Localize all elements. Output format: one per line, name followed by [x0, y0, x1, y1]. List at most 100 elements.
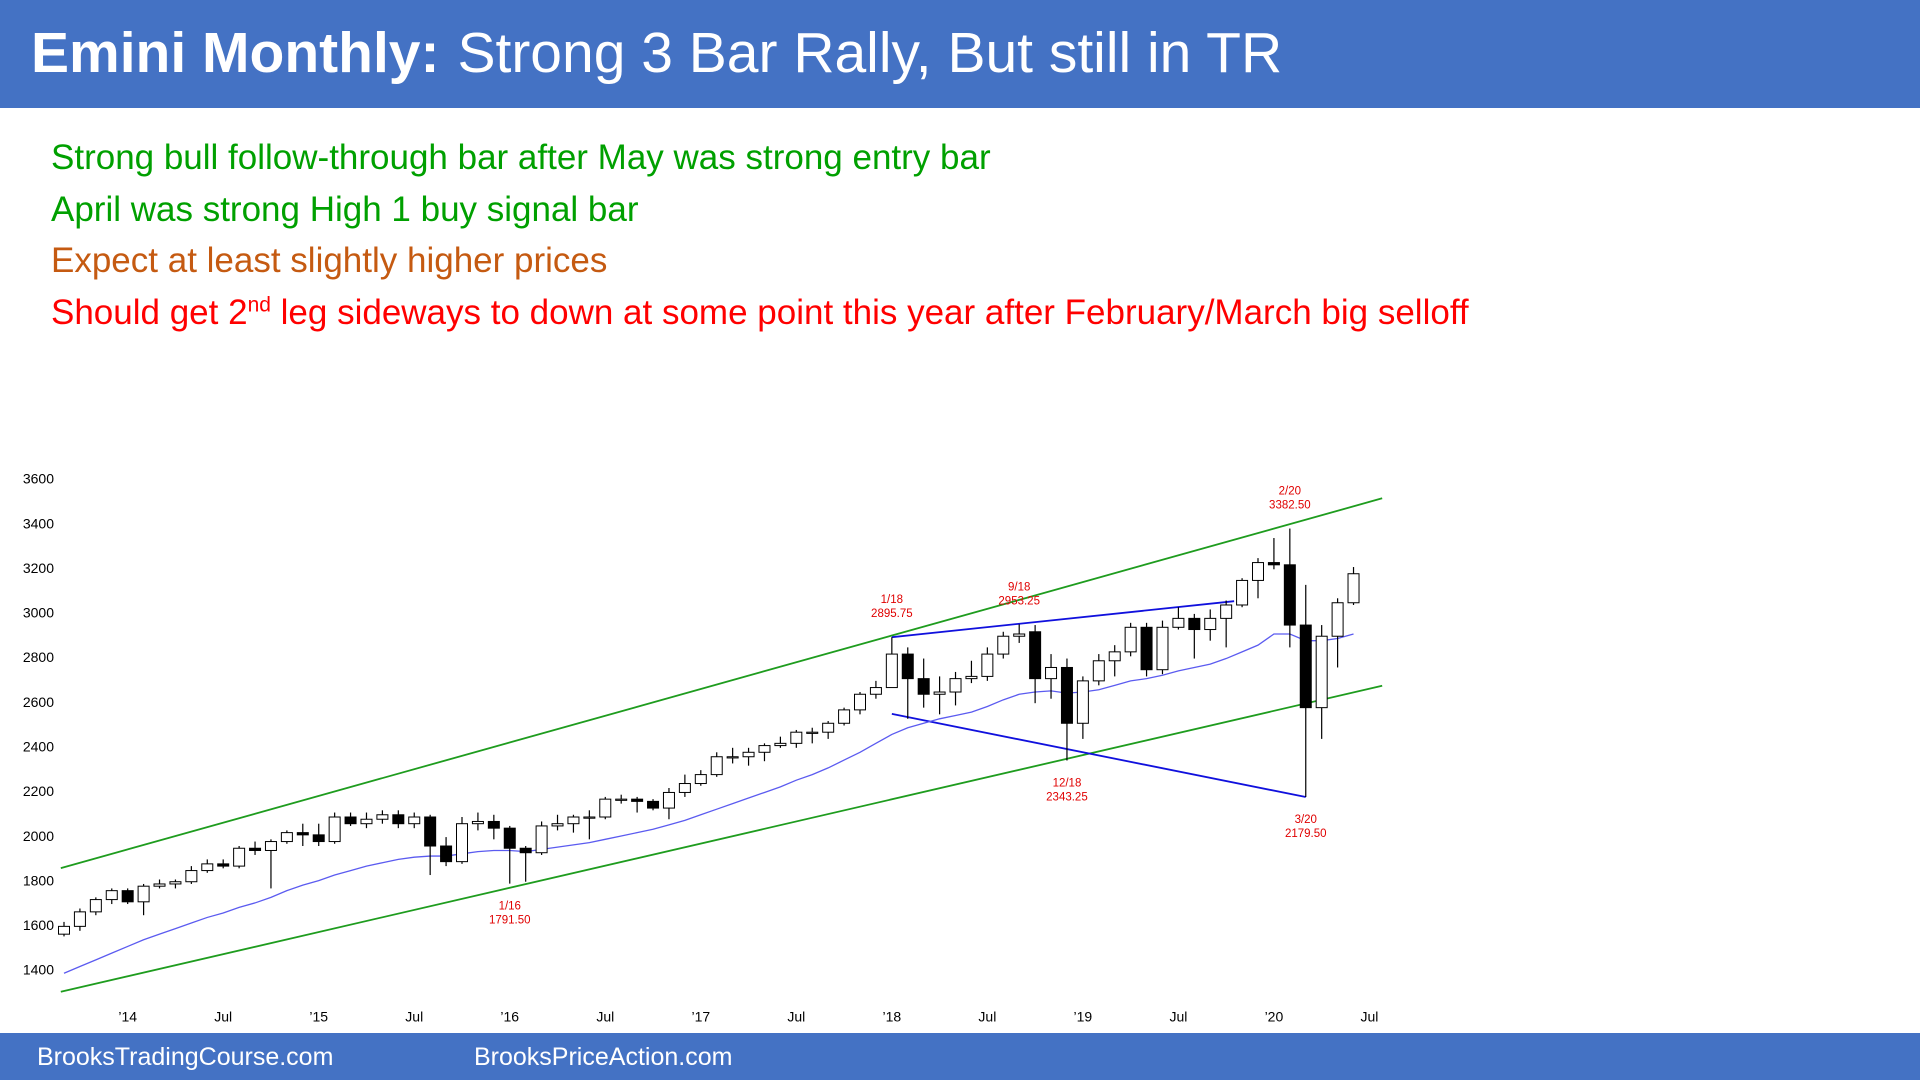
- candle-body: [615, 798, 628, 801]
- candle-body: [854, 693, 866, 711]
- candle-body: [169, 881, 182, 885]
- y-tick-label: 1800: [23, 872, 54, 888]
- candle-body: [1220, 604, 1233, 619]
- candle-body: [503, 827, 516, 849]
- y-tick-label: 1400: [23, 962, 54, 978]
- candle-body: [535, 825, 548, 854]
- x-tick-label: Jul: [596, 1009, 614, 1025]
- note-line: Expect at least slightly higher prices: [51, 241, 1469, 293]
- candle-body: [1299, 624, 1312, 709]
- candle-body: [838, 709, 851, 724]
- annotation-price: 2343.25: [1046, 792, 1088, 804]
- x-tick-label: ’15: [309, 1009, 328, 1025]
- note-text: April was strong High 1 buy signal bar: [51, 189, 639, 229]
- candle-body: [344, 816, 357, 825]
- candle-body: [1347, 573, 1360, 604]
- x-tick-label: Jul: [1360, 1009, 1378, 1025]
- candle-body: [487, 820, 500, 829]
- candle-body: [519, 847, 532, 854]
- annotation-date: 3/20: [1295, 814, 1317, 826]
- candle-body: [710, 756, 723, 776]
- candle-body: [662, 791, 675, 809]
- candle-body: [360, 818, 373, 825]
- candle-body: [105, 890, 118, 901]
- candle-body: [1267, 562, 1280, 566]
- y-tick-label: 2800: [23, 649, 54, 665]
- candle-body: [933, 691, 946, 695]
- candle-body: [440, 845, 453, 863]
- y-tick-label: 1600: [23, 917, 54, 933]
- candle-body: [1156, 626, 1169, 671]
- candle-body: [1315, 635, 1328, 709]
- candle-body: [917, 678, 930, 695]
- candle-body: [647, 800, 660, 809]
- moving-average: [63, 633, 1354, 974]
- candle-body: [1204, 617, 1217, 631]
- candle-body: [1045, 666, 1058, 680]
- trend-line: [891, 600, 1235, 639]
- candle-body: [217, 863, 230, 867]
- x-tick-label: Jul: [405, 1009, 423, 1025]
- candle-body: [1076, 680, 1089, 724]
- candle-body: [1124, 626, 1137, 653]
- y-tick-label: 2000: [23, 828, 54, 844]
- candle-body: [678, 783, 691, 793]
- candle-body: [1252, 562, 1264, 581]
- note-text: Expect at least slightly higher prices: [51, 241, 608, 280]
- title: Emini Monthly: Strong 3 Bar Rally, But st…: [31, 20, 1282, 86]
- candle-body: [758, 745, 771, 753]
- candle-body: [742, 751, 755, 758]
- candle-body: [869, 687, 882, 695]
- note-superscript: nd: [247, 292, 271, 316]
- candle-body: [471, 820, 484, 825]
- x-tick-label: Jul: [214, 1009, 232, 1025]
- x-tick-label: Jul: [978, 1009, 996, 1025]
- annotation-price: 3382.50: [1269, 500, 1311, 512]
- candle-body: [1060, 666, 1073, 724]
- annotation-date: 2/20: [1279, 486, 1301, 498]
- candle-body: [73, 911, 86, 927]
- candle-body: [424, 816, 437, 847]
- candle-body: [822, 722, 835, 733]
- candle-body: [1092, 660, 1105, 682]
- header-bar: Emini Monthly: Strong 3 Bar Rally, But st…: [0, 0, 1920, 108]
- candle-body: [997, 635, 1010, 655]
- candle-body: [456, 823, 468, 863]
- candle-body: [1188, 617, 1201, 631]
- x-tick-label: ’19: [1074, 1009, 1093, 1025]
- candle-body: [201, 863, 214, 872]
- candle-body: [806, 731, 819, 734]
- candle-body: [1283, 564, 1296, 626]
- candle-body: [551, 823, 564, 827]
- x-tick-label: Jul: [787, 1009, 805, 1025]
- annotation-price: 2895.75: [871, 608, 913, 620]
- candle-body: [583, 816, 596, 819]
- trend-line: [60, 497, 1383, 869]
- candle-body: [631, 798, 644, 802]
- notes: Strong bull follow-through bar after May…: [51, 138, 1469, 344]
- footer-bar: BrooksTradingCourse.com BrooksPriceActio…: [0, 1033, 1920, 1080]
- x-tick-label: ’20: [1265, 1009, 1284, 1025]
- candle-body: [1108, 651, 1121, 662]
- candle-body: [1331, 602, 1344, 637]
- x-tick-label: ’17: [691, 1009, 710, 1025]
- candle-body: [328, 816, 341, 843]
- candle-body: [965, 675, 978, 680]
- annotation-price: 1791.50: [489, 915, 531, 927]
- candle-body: [1236, 579, 1249, 606]
- candle-body: [296, 832, 309, 836]
- x-tick-label: Jul: [1169, 1009, 1187, 1025]
- y-tick-label: 2200: [23, 783, 54, 799]
- x-tick-label: ’14: [118, 1009, 137, 1025]
- candle-body: [1172, 617, 1185, 628]
- candle-body: [1013, 633, 1026, 637]
- x-tick-label: ’16: [500, 1009, 519, 1025]
- y-tick-label: 2600: [23, 694, 54, 710]
- candle-body: [599, 798, 612, 818]
- candle-body: [981, 653, 994, 677]
- trend-line: [891, 713, 1306, 798]
- trend-line: [60, 684, 1383, 993]
- candle-body: [726, 756, 739, 759]
- annotation-date: 9/18: [1008, 581, 1030, 593]
